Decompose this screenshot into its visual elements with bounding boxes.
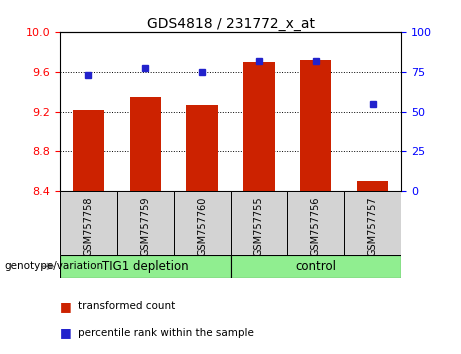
Text: GSM757759: GSM757759	[140, 196, 150, 256]
Bar	[60, 191, 117, 255]
Text: ■: ■	[60, 300, 71, 313]
Bar	[174, 191, 230, 255]
Text: ■: ■	[60, 326, 71, 339]
Text: percentile rank within the sample: percentile rank within the sample	[78, 328, 254, 338]
Text: GSM757760: GSM757760	[197, 196, 207, 256]
Text: GSM757756: GSM757756	[311, 196, 321, 256]
Text: GSM757757: GSM757757	[367, 196, 378, 256]
Bar	[117, 191, 174, 255]
Text: GSM757755: GSM757755	[254, 196, 264, 256]
Text: genotype/variation: genotype/variation	[5, 261, 104, 272]
Bar	[287, 191, 344, 255]
Title: GDS4818 / 231772_x_at: GDS4818 / 231772_x_at	[147, 17, 314, 31]
Bar	[130, 97, 161, 191]
Bar	[60, 255, 230, 278]
Bar	[230, 191, 287, 255]
Bar	[344, 191, 401, 255]
Bar	[300, 60, 331, 191]
Bar	[357, 181, 388, 191]
Bar	[243, 62, 275, 191]
Text: transformed count: transformed count	[78, 301, 176, 311]
Text: GSM757758: GSM757758	[83, 196, 94, 256]
Bar	[230, 255, 401, 278]
Text: control: control	[296, 260, 336, 273]
Bar	[73, 109, 104, 191]
Text: TIG1 depletion: TIG1 depletion	[102, 260, 189, 273]
Bar	[186, 104, 218, 191]
